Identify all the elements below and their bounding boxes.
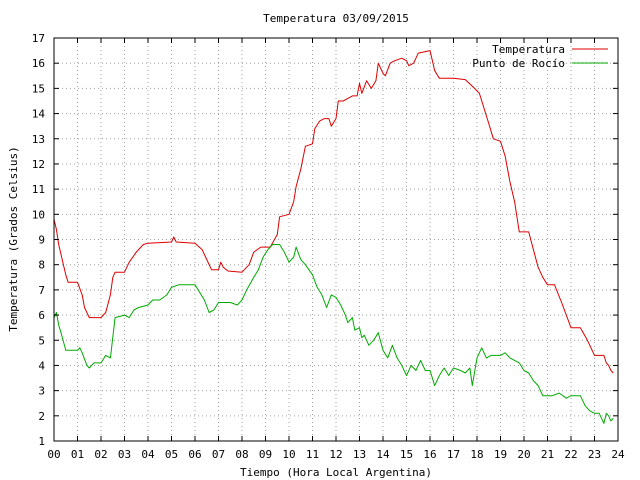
y-tick-label: 15 xyxy=(32,82,45,95)
x-tick-label: 24 xyxy=(611,448,625,461)
y-tick-label: 10 xyxy=(32,208,45,221)
x-tick-label: 07 xyxy=(212,448,225,461)
x-tick-label: 05 xyxy=(165,448,178,461)
y-tick-label: 12 xyxy=(32,158,45,171)
x-tick-label: 01 xyxy=(71,448,84,461)
x-tick-label: 20 xyxy=(517,448,530,461)
x-tick-label: 06 xyxy=(188,448,201,461)
x-tick-label: 04 xyxy=(141,448,155,461)
y-tick-label: 17 xyxy=(32,32,45,45)
x-tick-label: 17 xyxy=(447,448,460,461)
x-tick-label: 00 xyxy=(47,448,60,461)
series-line-temperatura xyxy=(53,50,614,374)
x-tick-label: 09 xyxy=(259,448,272,461)
series-layer xyxy=(53,50,614,424)
legend-label-punto-de-rocio: Punto de Rocío xyxy=(472,57,565,70)
x-tick-label: 02 xyxy=(94,448,107,461)
y-tick-label: 14 xyxy=(32,108,46,121)
x-tick-label: 18 xyxy=(470,448,483,461)
x-tick-label: 08 xyxy=(235,448,248,461)
y-tick-label: 2 xyxy=(38,410,45,423)
y-tick-label: 16 xyxy=(32,57,45,70)
series-line-punto-de-rocio xyxy=(53,244,614,424)
legend-label-temperatura: Temperatura xyxy=(492,43,565,56)
axis-ticks: 00 01 02 03 04 05 06 07 08 09 10 11 12 13 14 15 16 17 18 19… xyxy=(32,32,625,461)
y-tick-label: 1 xyxy=(38,435,45,448)
x-tick-label: 10 xyxy=(282,448,295,461)
x-tick-label: 12 xyxy=(329,448,342,461)
x-tick-label: 22 xyxy=(564,448,577,461)
x-tick-label: 14 xyxy=(376,448,390,461)
y-tick-label: 9 xyxy=(38,234,45,247)
x-tick-label: 11 xyxy=(306,448,319,461)
x-tick-label: 03 xyxy=(118,448,131,461)
y-tick-label: 13 xyxy=(32,133,45,146)
y-axis-label: Temperatura (Grados Celsius) xyxy=(7,146,20,331)
y-tick-label: 7 xyxy=(38,284,45,297)
x-axis-label: Tiempo (Hora Local Argentina) xyxy=(240,466,432,479)
x-tick-label: 15 xyxy=(400,448,413,461)
y-tick-label: 11 xyxy=(32,183,45,196)
x-tick-label: 19 xyxy=(494,448,507,461)
chart-title: Temperatura 03/09/2015 xyxy=(263,12,409,25)
y-tick-label: 3 xyxy=(38,385,45,398)
x-tick-label: 13 xyxy=(353,448,366,461)
y-tick-label: 5 xyxy=(38,334,45,347)
y-tick-label: 6 xyxy=(38,309,45,322)
x-tick-label: 16 xyxy=(423,448,436,461)
y-tick-label: 8 xyxy=(38,259,45,272)
y-tick-label: 4 xyxy=(38,359,45,372)
x-tick-label: 23 xyxy=(588,448,601,461)
x-tick-label: 21 xyxy=(541,448,554,461)
